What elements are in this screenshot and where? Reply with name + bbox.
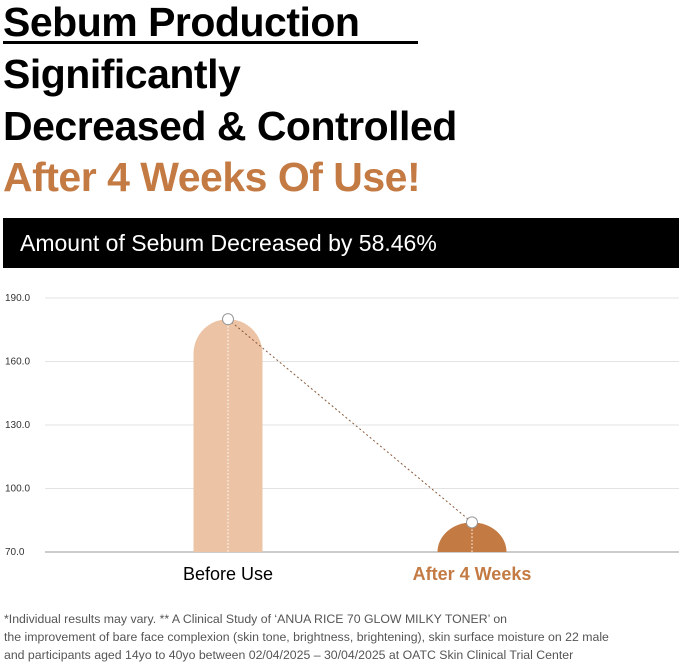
y-tick-label: 190.0 (5, 293, 30, 304)
footnote: and participants aged 14yo to 40yo betwe… (4, 648, 573, 662)
trend-line (227, 318, 473, 523)
footnote: the improvement of bare face complexion … (4, 630, 609, 644)
banner (3, 218, 679, 268)
headline: Sebum Production (3, 0, 359, 45)
y-tick-label: 130.0 (5, 420, 30, 431)
y-tick-label: 160.0 (5, 357, 30, 368)
headline: Significantly (3, 51, 241, 97)
x-tick-label: Before Use (183, 564, 273, 584)
footnote: *Individual results may vary. ** A Clini… (4, 612, 507, 626)
chart-title: Amount of Sebum Decreased by 58.46% (20, 230, 437, 256)
x-tick-label: After 4 Weeks (413, 564, 532, 584)
point-marker (222, 313, 234, 326)
y-tick-label: 100.0 (5, 484, 30, 495)
underline (3, 41, 418, 44)
headline-highlight: After 4 Weeks Of Use! (3, 154, 420, 200)
headline: Decreased & Controlled (3, 103, 457, 149)
y-tick-label: 70.0 (5, 547, 25, 558)
point-marker (466, 516, 478, 529)
